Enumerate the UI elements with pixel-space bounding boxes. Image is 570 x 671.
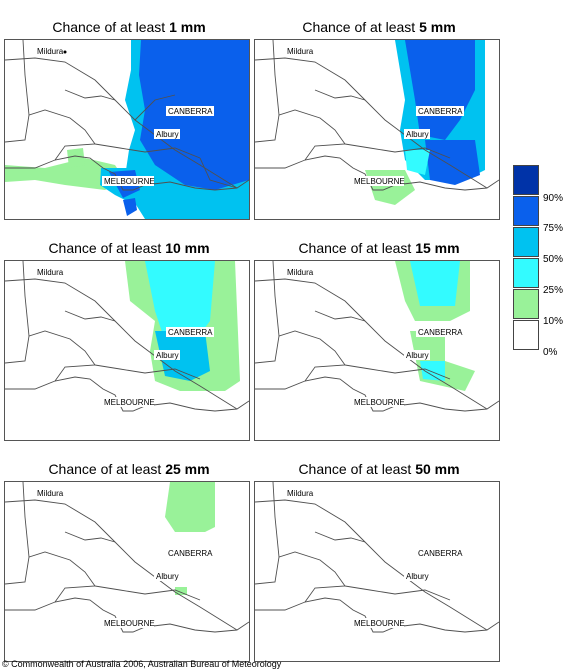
- rainfall-map: Mildura CANBERRA Albury MELBOURNE: [4, 481, 250, 662]
- city-labels: Mildura CANBERRA Albury MELBOURNE: [287, 47, 464, 186]
- rainfall-map: Mildura CANBERRA Albury MELBOURNE: [254, 39, 500, 220]
- label-melbourne: MELBOURNE: [354, 177, 405, 186]
- probability-fill: [165, 482, 215, 595]
- city-labels: Mildura CANBERRA Albury MELBOURNE: [37, 489, 214, 628]
- label-mildura: Mildura: [287, 268, 314, 277]
- map-canvas: Mildura CANBERRA Albury MELBOURNE: [255, 40, 499, 205]
- legend-swatch-25: [513, 258, 539, 288]
- probability-fill: [125, 261, 240, 391]
- label-mildura: Mildura: [37, 268, 64, 277]
- label-canberra: CANBERRA: [168, 549, 213, 558]
- label-canberra: CANBERRA: [418, 549, 463, 558]
- map-canvas: Mildura CANBERRA Albury MELBOURNE: [255, 261, 499, 412]
- legend-label-10: 10%: [543, 316, 564, 327]
- panel-title: Chance of at least 1 mm: [52, 19, 206, 35]
- probability-fill: [5, 40, 249, 219]
- rainfall-map: Mildura CANBERRA Albury MELBOURNE: [4, 39, 250, 220]
- city-labels: Mildura CANBERRA Albury MELBOURNE: [287, 489, 464, 628]
- boundaries: [255, 40, 499, 191]
- label-albury: Albury: [156, 351, 179, 360]
- legend-label-50: 50%: [543, 254, 564, 265]
- label-canberra: CANBERRA: [168, 107, 213, 116]
- map-canvas: Mildura CANBERRA Albury MELBOURNE: [5, 482, 249, 633]
- legend-swatch-90: [513, 165, 539, 195]
- label-melbourne: MELBOURNE: [104, 398, 155, 407]
- label-albury: Albury: [406, 572, 429, 581]
- rainfall-map: Mildura CANBERRA Albury MELBOURNE: [254, 260, 500, 441]
- label-canberra: CANBERRA: [418, 107, 463, 116]
- panel-title: Chance of at least 5 mm: [302, 19, 456, 35]
- boundaries: [5, 261, 249, 412]
- copyright-footer: © Commonwealth of Australia 2006, Austra…: [2, 659, 282, 669]
- label-albury: Albury: [406, 351, 429, 360]
- legend-swatch-10: [513, 289, 539, 319]
- panel-title: Chance of at least 50 mm: [298, 461, 460, 477]
- legend-label-0: 0%: [543, 347, 558, 358]
- label-melbourne: MELBOURNE: [354, 398, 405, 407]
- label-canberra: CANBERRA: [418, 328, 463, 337]
- city-labels: Mildura CANBERRA Albury MELBOURNE: [37, 268, 214, 407]
- probability-fill: [395, 261, 475, 391]
- map-canvas: Mildura CANBERRA Albury MELBOURNE: [5, 40, 249, 219]
- boundaries: [255, 482, 499, 633]
- map-canvas: Mildura CANBERRA Albury MELBOURNE: [255, 482, 499, 633]
- label-melbourne: MELBOURNE: [104, 619, 155, 628]
- boundaries: [5, 40, 249, 191]
- label-melbourne: MELBOURNE: [354, 619, 405, 628]
- rainfall-map: Mildura CANBERRA Albury MELBOURNE: [4, 260, 250, 441]
- legend-label-75: 75%: [543, 223, 564, 234]
- panel-title: Chance of at least 25 mm: [48, 461, 210, 477]
- label-melbourne: MELBOURNE: [104, 177, 155, 186]
- label-canberra: CANBERRA: [168, 328, 213, 337]
- panel-title: Chance of at least 15 mm: [298, 240, 460, 256]
- city-labels: Mildura CANBERRA Albury MELBOURNE: [37, 47, 214, 186]
- rainfall-map: Mildura CANBERRA Albury MELBOURNE: [254, 481, 500, 662]
- label-mildura: Mildura: [287, 47, 314, 56]
- probability-legend: 90% 75% 50% 25% 10% 0%: [513, 165, 570, 365]
- label-mildura: Mildura: [287, 489, 314, 498]
- panel-title: Chance of at least 10 mm: [48, 240, 210, 256]
- boundaries: [255, 261, 499, 412]
- label-albury: Albury: [156, 130, 179, 139]
- label-albury: Albury: [406, 130, 429, 139]
- boundaries: [5, 482, 249, 633]
- legend-swatch-50: [513, 227, 539, 257]
- label-mildura: Mildura: [37, 489, 64, 498]
- legend-swatch-0: [513, 320, 539, 350]
- city-labels: Mildura CANBERRA Albury MELBOURNE: [287, 268, 464, 407]
- legend-label-90: 90%: [543, 193, 564, 204]
- legend-swatch-75: [513, 196, 539, 226]
- legend-label-25: 25%: [543, 285, 564, 296]
- map-canvas: Mildura CANBERRA Albury MELBOURNE: [5, 261, 249, 412]
- label-mildura: Mildura: [37, 47, 64, 56]
- label-albury: Albury: [156, 572, 179, 581]
